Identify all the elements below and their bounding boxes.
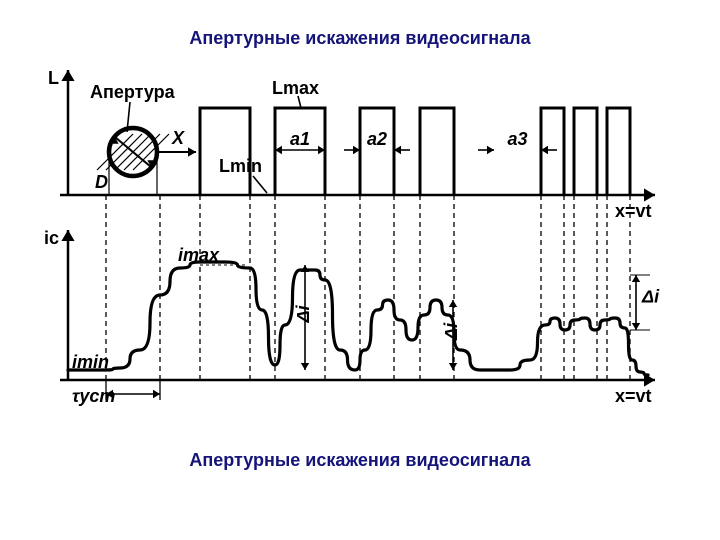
svg-text:a3: a3 [508,129,528,149]
svg-text:X: X [171,128,185,148]
svg-text:Апертура: Апертура [90,82,176,102]
svg-text:Lmax: Lmax [272,78,319,98]
svg-text:Lmin: Lmin [219,156,262,176]
svg-text:x=vt: x=vt [615,201,652,221]
svg-text:imin: imin [72,352,109,372]
svg-text:L: L [48,68,59,88]
svg-text:iс: iс [44,228,59,248]
diagram: Lx=vt iс x=vt D Апертура X Lmax Lmin a1 a2 a3 imin i… [0,0,720,540]
svg-text:a1: a1 [290,129,310,149]
svg-text:τуст: τуст [72,386,115,406]
svg-text:Δi: Δi [293,304,313,323]
svg-text:imax: imax [178,245,220,265]
svg-text:x=vt: x=vt [615,386,652,406]
svg-text:a2: a2 [367,129,387,149]
svg-text:Δi: Δi [441,322,461,341]
svg-text:D: D [95,172,108,192]
svg-text:Δi: Δi [641,287,660,307]
